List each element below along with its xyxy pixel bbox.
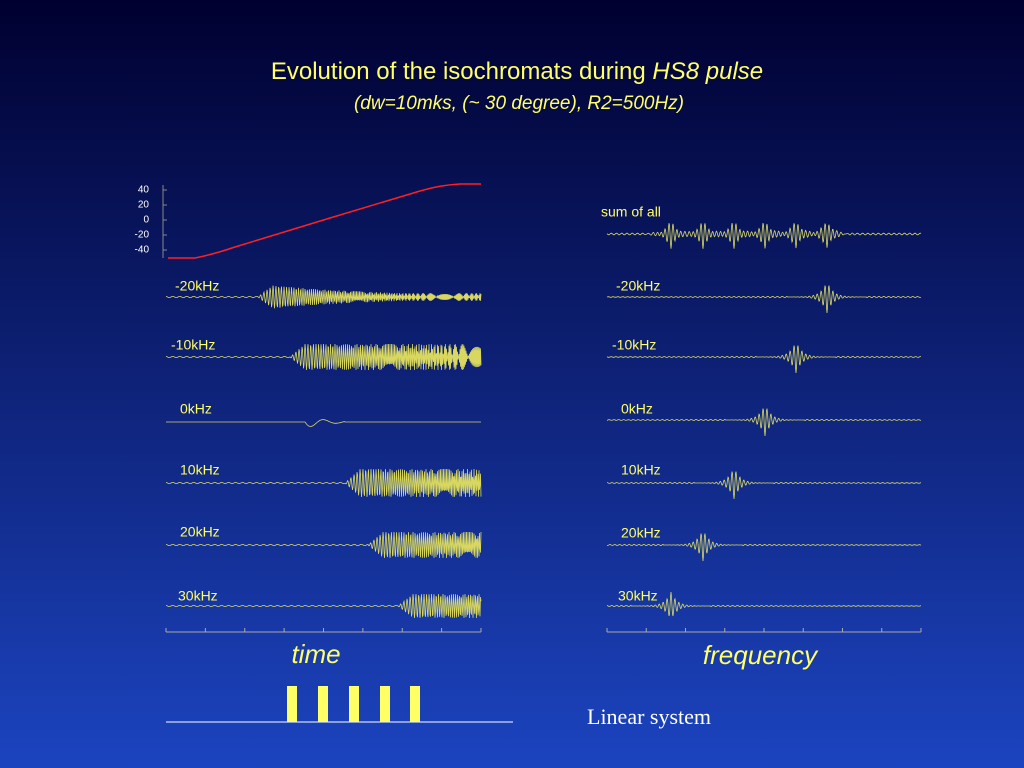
pulse-bar [349, 686, 359, 722]
y-tick-label: 0 [143, 215, 149, 226]
title-text: Evolution of the isochromats during [271, 58, 653, 85]
frequency-waveform [606, 345, 922, 374]
frequency-waveform [606, 408, 922, 437]
sweep-curve [168, 183, 481, 259]
trace-label: -20kHz [175, 278, 219, 294]
time-waveform [165, 468, 482, 498]
title-emphasis: HS8 pulse [652, 58, 763, 85]
pulse-bar [287, 686, 297, 722]
trace-label: -10kHz [612, 337, 656, 353]
pulse-bar [318, 686, 328, 722]
trace-label: -20kHz [616, 278, 660, 294]
y-tick-label: 40 [138, 185, 150, 196]
time-waveform [165, 343, 482, 371]
trace-label: sum of all [601, 204, 661, 220]
trace-label: 10kHz [180, 462, 220, 478]
frequency-caption: frequency [703, 640, 819, 670]
trace-label: 0kHz [621, 401, 653, 417]
trace-label: 20kHz [180, 524, 220, 540]
frequency-waveform [606, 285, 922, 314]
frequency-waveform [606, 223, 922, 249]
time-caption: time [291, 639, 340, 669]
y-tick-label: -40 [135, 245, 150, 256]
time-waveform [165, 285, 482, 309]
subtitle: (dw=10mks, (~ 30 degree), R2=500Hz) [354, 93, 684, 114]
trace-label: 30kHz [178, 588, 218, 604]
frequency-waveform [607, 471, 922, 500]
note: Linear system [587, 704, 711, 729]
time-waveform [165, 531, 482, 559]
trace-label: 10kHz [621, 462, 661, 478]
pulse-bars [287, 686, 420, 722]
frequency-waveform [606, 533, 922, 562]
time-waveform [166, 419, 481, 427]
trace-label: 20kHz [621, 525, 661, 541]
trace-label: 30kHz [618, 588, 658, 604]
pulse-bar [380, 686, 390, 722]
y-tick-label: 20 [138, 200, 150, 211]
y-tick-label: -20 [135, 230, 150, 241]
trace-label: 0kHz [180, 401, 212, 417]
frequency-waveform [606, 591, 921, 617]
trace-label: -10kHz [171, 337, 215, 353]
pulse-bar [410, 686, 420, 722]
title: Evolution of the isochromats during HS8 … [271, 58, 763, 85]
time-waveform [165, 593, 482, 619]
